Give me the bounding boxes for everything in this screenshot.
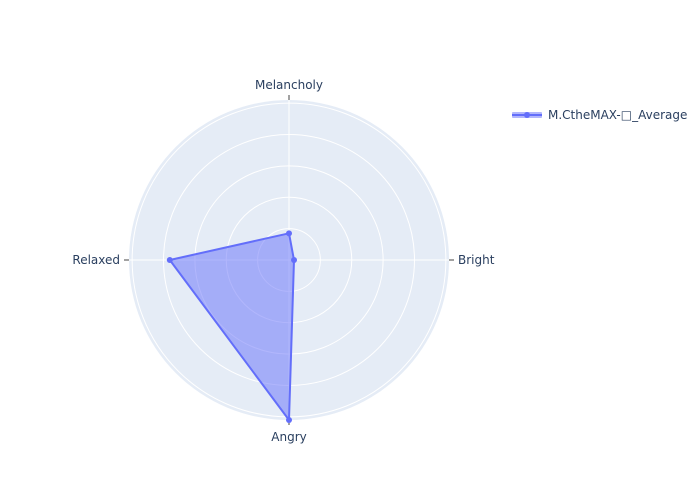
axis-label-melancholy: Melancholy bbox=[255, 78, 323, 92]
axis-label-angry: Angry bbox=[271, 430, 306, 444]
series-trace bbox=[166, 230, 298, 423]
data-point-relaxed[interactable] bbox=[166, 257, 173, 263]
data-point-melancholy[interactable] bbox=[286, 230, 292, 237]
legend-label[interactable]: M.CtheMAX-□_Average bbox=[548, 108, 687, 122]
data-point-angry[interactable] bbox=[286, 417, 292, 423]
angular-axis-labels: Bright Melancholy Relaxed Angry bbox=[72, 78, 494, 444]
axis-label-relaxed: Relaxed bbox=[72, 253, 120, 267]
axis-label-bright: Bright bbox=[458, 253, 495, 267]
data-point-bright[interactable] bbox=[291, 257, 298, 263]
legend[interactable]: M.CtheMAX-□_Average bbox=[512, 108, 687, 122]
legend-marker bbox=[524, 112, 530, 118]
